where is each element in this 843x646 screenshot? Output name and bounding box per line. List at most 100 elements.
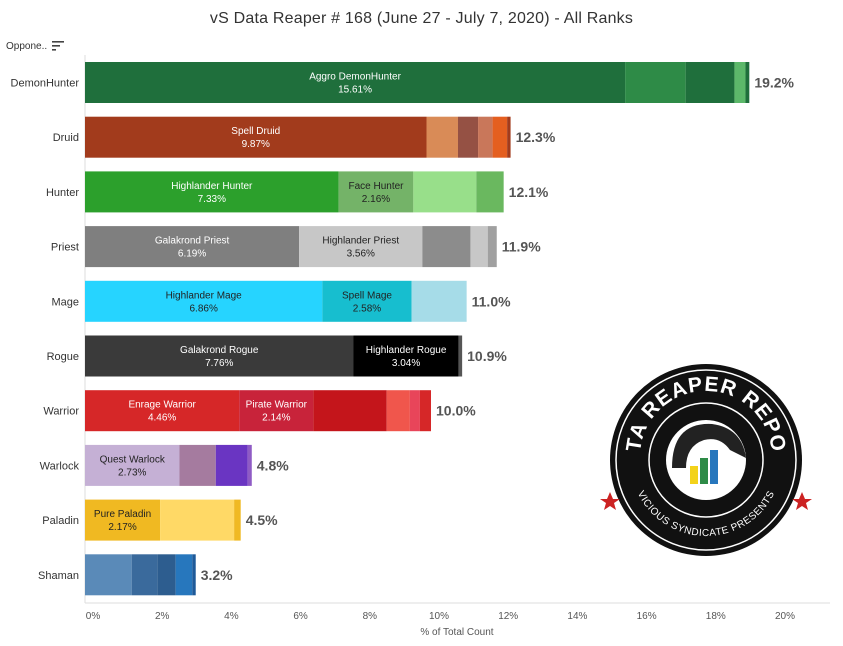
bar-segment-mage-3[interactable] [411, 280, 467, 322]
total-label-mage: 11.0% [472, 293, 511, 309]
bar-segment-highlander-hunter[interactable] [85, 171, 339, 213]
bar-segment-priest-4[interactable] [470, 226, 488, 268]
bar-segment-hunter-4[interactable] [476, 171, 504, 213]
x-tick-label: 20% [775, 611, 795, 622]
bar-segment-warlock-4[interactable] [247, 444, 252, 486]
bar-segment-face-hunter[interactable] [338, 171, 414, 213]
logo-bar-blue [710, 450, 718, 484]
bar-segment-druid-3[interactable] [457, 116, 479, 158]
bar-segment-warlock-2[interactable] [179, 444, 216, 486]
logo-bar-yellow [690, 466, 698, 484]
bar-segment-paladin-2[interactable] [160, 499, 235, 541]
chart-title: vS Data Reaper # 168 (June 27 - July 7, … [209, 10, 634, 27]
bar-segment-highlander-priest[interactable] [299, 226, 423, 268]
bar-segment-druid-2[interactable] [426, 116, 458, 158]
x-tick-label: 16% [637, 611, 657, 622]
bar-segment-druid-4[interactable] [478, 116, 493, 158]
x-tick-label: 18% [706, 611, 726, 622]
bar-segment-demonhunter-3[interactable] [685, 62, 735, 103]
bars-group: DemonHunter Aggro DemonHunter 15.61% 19.2% D… [11, 62, 795, 596]
segment-value-pure-paladin: 2.17% [108, 522, 136, 533]
total-label-demonhunter: 19.2% [754, 75, 794, 91]
bar-segment-shaman-4[interactable] [175, 554, 193, 596]
row-label-priest: Priest [51, 242, 79, 254]
segment-name-galakrond-priest: Galakrond Priest [155, 236, 230, 247]
logo-bar-green [700, 458, 708, 484]
bar-segment-priest-5[interactable] [487, 226, 497, 268]
total-label-paladin: 4.5% [246, 512, 278, 528]
segment-value-spell-mage: 2.58% [353, 303, 381, 314]
segment-value-aggro-demonhunter: 15.61% [338, 85, 372, 96]
bar-segment-warrior-3[interactable] [313, 390, 387, 432]
bar-segment-hunter-3[interactable] [413, 171, 477, 213]
bar-segment-demonhunter-2[interactable] [625, 62, 686, 103]
bar-segment-shaman-1[interactable] [85, 554, 132, 596]
segment-name-enrage-warrior: Enrage Warrior [128, 400, 196, 411]
bar-segment-shaman-5[interactable] [192, 554, 196, 596]
bar-segment-warrior-4[interactable] [386, 390, 410, 432]
bar-segment-pirate-warrior[interactable] [239, 390, 314, 432]
sort-icon[interactable] [52, 41, 64, 51]
bar-segment-rogue-3[interactable] [458, 335, 463, 377]
segment-name-quest-warlock: Quest Warlock [100, 454, 166, 465]
bar-segment-aggro-demonhunter[interactable] [85, 62, 626, 103]
bar-segment-warlock-3[interactable] [215, 444, 248, 486]
bar-segment-galakrond-rogue[interactable] [85, 335, 354, 377]
bar-segment-pure-paladin[interactable] [85, 499, 161, 541]
x-tick-label: 2% [155, 611, 170, 622]
row-label-druid: Druid [53, 132, 79, 144]
bar-segment-druid-6[interactable] [507, 116, 511, 158]
segment-name-spell-druid: Spell Druid [231, 126, 280, 137]
segment-value-highlander-hunter: 7.33% [198, 194, 226, 205]
x-tick-label: 10% [429, 611, 449, 622]
row-label-mage: Mage [51, 296, 79, 308]
row-header-label[interactable]: Oppone.. [6, 41, 48, 52]
segment-value-highlander-priest: 3.56% [347, 249, 375, 260]
row-label-rogue: Rogue [47, 351, 79, 363]
total-label-warrior: 10.0% [436, 403, 476, 419]
bar-segment-demonhunter-4[interactable] [734, 62, 746, 103]
bar-segment-highlander-mage[interactable] [85, 280, 323, 322]
total-label-priest: 11.9% [502, 239, 541, 255]
bar-segment-spell-mage[interactable] [322, 280, 412, 322]
bar-segment-highlander-rogue[interactable] [353, 335, 459, 377]
bar-segment-galakrond-priest[interactable] [85, 226, 300, 268]
total-label-shaman: 3.2% [201, 567, 233, 583]
row-label-warlock: Warlock [40, 460, 80, 472]
bar-segment-priest-3[interactable] [422, 226, 471, 268]
segment-value-highlander-mage: 6.86% [189, 303, 217, 314]
bar-segment-warrior-5[interactable] [409, 390, 420, 432]
segment-value-pirate-warrior: 2.14% [262, 413, 290, 424]
bar-segment-druid-5[interactable] [492, 116, 508, 158]
segment-name-highlander-mage: Highlander Mage [166, 290, 243, 301]
bar-segment-spell-druid[interactable] [85, 116, 427, 158]
bar-segment-quest-warlock[interactable] [85, 444, 180, 486]
bar-segment-demonhunter-5[interactable] [745, 62, 750, 103]
logo-star-left-icon [600, 492, 620, 510]
logo-ring-line [615, 369, 797, 551]
segment-name-spell-mage: Spell Mage [342, 290, 392, 301]
row-label-warrior: Warrior [43, 406, 79, 418]
bar-segment-warrior-6[interactable] [419, 390, 431, 432]
reaper-hood-icon [672, 423, 746, 468]
bar-segment-paladin-3[interactable] [234, 499, 241, 541]
segment-value-face-hunter: 2.16% [362, 194, 390, 205]
segment-value-galakrond-rogue: 7.76% [205, 358, 233, 369]
segment-name-galakrond-rogue: Galakrond Rogue [180, 345, 259, 356]
bar-segment-shaman-2[interactable] [131, 554, 158, 596]
row-label-hunter: Hunter [46, 187, 79, 199]
row-label-paladin: Paladin [42, 515, 79, 527]
segment-name-face-hunter: Face Hunter [348, 181, 404, 192]
bar-segment-shaman-3[interactable] [157, 554, 176, 596]
segment-value-quest-warlock: 2.73% [118, 467, 146, 478]
bar-segment-enrage-warrior[interactable] [85, 390, 240, 432]
segment-name-pirate-warrior: Pirate Warrior [246, 400, 308, 411]
x-tick-label: 4% [224, 611, 239, 622]
segment-value-enrage-warrior: 4.46% [148, 413, 176, 424]
segment-name-pure-paladin: Pure Paladin [94, 509, 151, 520]
x-ticks-group: 0% 2% 4% 6% 8% 10% 12% 14% 16% 18% 20% [86, 611, 795, 622]
total-label-hunter: 12.1% [509, 184, 549, 200]
x-tick-label: 6% [293, 611, 308, 622]
total-label-rogue: 10.9% [467, 348, 507, 364]
